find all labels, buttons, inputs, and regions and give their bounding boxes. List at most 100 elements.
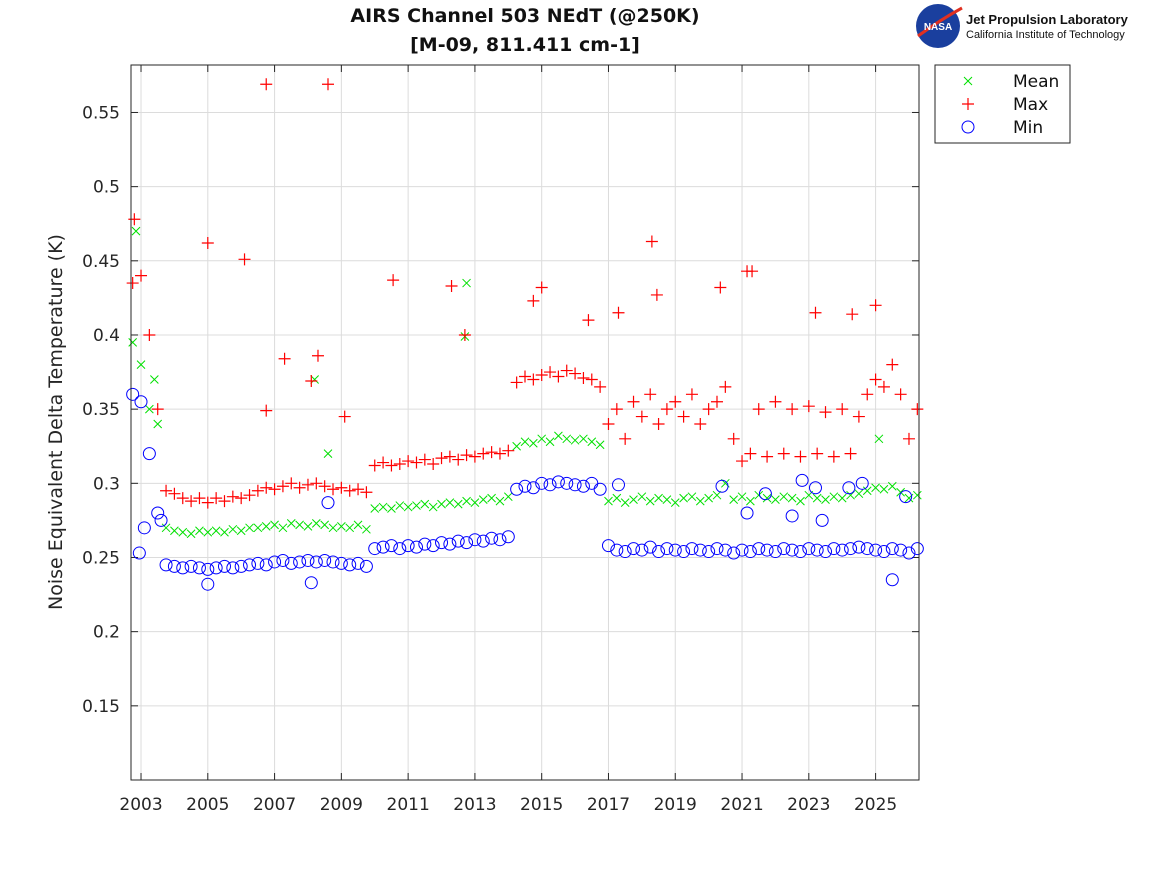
point-min <box>234 559 248 573</box>
series-max <box>126 78 924 509</box>
point-max <box>719 380 732 393</box>
point-max <box>869 299 882 312</box>
point-mean <box>520 437 530 447</box>
jpl-subname: California Institute of Technology <box>966 29 1125 41</box>
point-mean <box>512 441 522 451</box>
point-mean <box>645 496 655 506</box>
point-max <box>151 403 164 416</box>
point-min <box>835 543 849 557</box>
point-max <box>650 288 663 301</box>
point-mean <box>378 502 388 512</box>
point-mean <box>837 493 847 503</box>
point-max <box>468 450 481 463</box>
x-tick-label: 2009 <box>320 795 363 815</box>
point-max <box>582 314 595 327</box>
point-mean <box>462 278 471 288</box>
point-min <box>852 540 866 554</box>
point-min <box>777 542 791 556</box>
point-max <box>594 380 607 393</box>
point-mean <box>495 496 505 506</box>
point-max <box>176 492 189 505</box>
point-min <box>401 539 415 553</box>
point-max <box>777 447 790 460</box>
point-max <box>293 481 306 494</box>
point-max <box>502 444 515 457</box>
point-max <box>226 490 239 503</box>
point-mean <box>829 492 839 502</box>
point-mean <box>403 502 413 512</box>
x-tick-label: 2005 <box>186 795 229 815</box>
point-max <box>343 484 356 497</box>
point-max <box>652 417 665 430</box>
point-mean <box>629 495 638 504</box>
point-max <box>322 78 334 91</box>
point-min <box>192 561 206 575</box>
point-min <box>304 576 318 590</box>
x-tick-label: 2003 <box>119 795 162 815</box>
point-min <box>334 556 348 570</box>
point-mean <box>128 338 138 347</box>
point-mean <box>670 498 680 507</box>
point-mean <box>729 495 739 504</box>
point-max <box>585 373 598 386</box>
point-mean <box>395 501 405 510</box>
point-max <box>761 450 774 463</box>
point-mean <box>620 498 630 507</box>
legend-label: Mean <box>1013 72 1059 92</box>
point-mean <box>503 492 513 502</box>
point-mean <box>896 487 905 497</box>
point-max <box>769 395 782 408</box>
point-max <box>193 492 206 505</box>
x-tick-label: 2021 <box>720 795 763 815</box>
point-max <box>619 432 632 445</box>
point-max <box>418 453 431 466</box>
point-max <box>894 388 907 401</box>
point-min <box>251 556 265 570</box>
series-min <box>126 387 924 591</box>
point-mean <box>153 419 163 429</box>
y-tick-label: 0.4 <box>93 326 120 346</box>
point-mean <box>462 496 471 506</box>
point-min <box>485 531 499 545</box>
point-max <box>809 306 822 319</box>
point-max <box>694 417 707 430</box>
point-min <box>476 534 490 548</box>
point-max <box>301 478 314 491</box>
point-max <box>168 487 181 500</box>
point-min <box>819 545 833 559</box>
point-min <box>460 536 474 550</box>
point-min <box>551 475 565 489</box>
point-mean <box>587 437 597 447</box>
point-min <box>702 545 716 559</box>
point-max <box>846 308 859 321</box>
point-max <box>260 481 273 494</box>
point-max <box>410 456 423 469</box>
point-max <box>610 403 623 416</box>
legend-marker-max <box>962 98 974 110</box>
point-max <box>128 213 141 226</box>
point-min <box>885 542 899 556</box>
point-max <box>368 459 381 472</box>
point-mean <box>562 434 572 444</box>
legend: Mean Max Min <box>934 64 1071 144</box>
legend-box <box>934 64 1071 144</box>
y-tick-label: 0.15 <box>82 697 120 717</box>
point-max <box>235 492 248 505</box>
point-min <box>393 542 407 556</box>
point-max <box>645 235 658 248</box>
y-tick-label: 0.25 <box>82 548 120 568</box>
point-max <box>385 459 398 472</box>
point-max <box>276 480 289 493</box>
point-mean <box>812 493 822 503</box>
point-mean <box>328 523 338 533</box>
point-max <box>852 410 865 423</box>
point-min <box>740 506 754 520</box>
point-min <box>134 395 148 409</box>
point-min <box>627 542 641 556</box>
point-mean <box>261 521 271 531</box>
point-min <box>735 543 749 557</box>
point-max <box>685 388 698 401</box>
point-max <box>477 447 490 460</box>
point-min <box>743 545 757 559</box>
point-mean <box>662 495 672 504</box>
